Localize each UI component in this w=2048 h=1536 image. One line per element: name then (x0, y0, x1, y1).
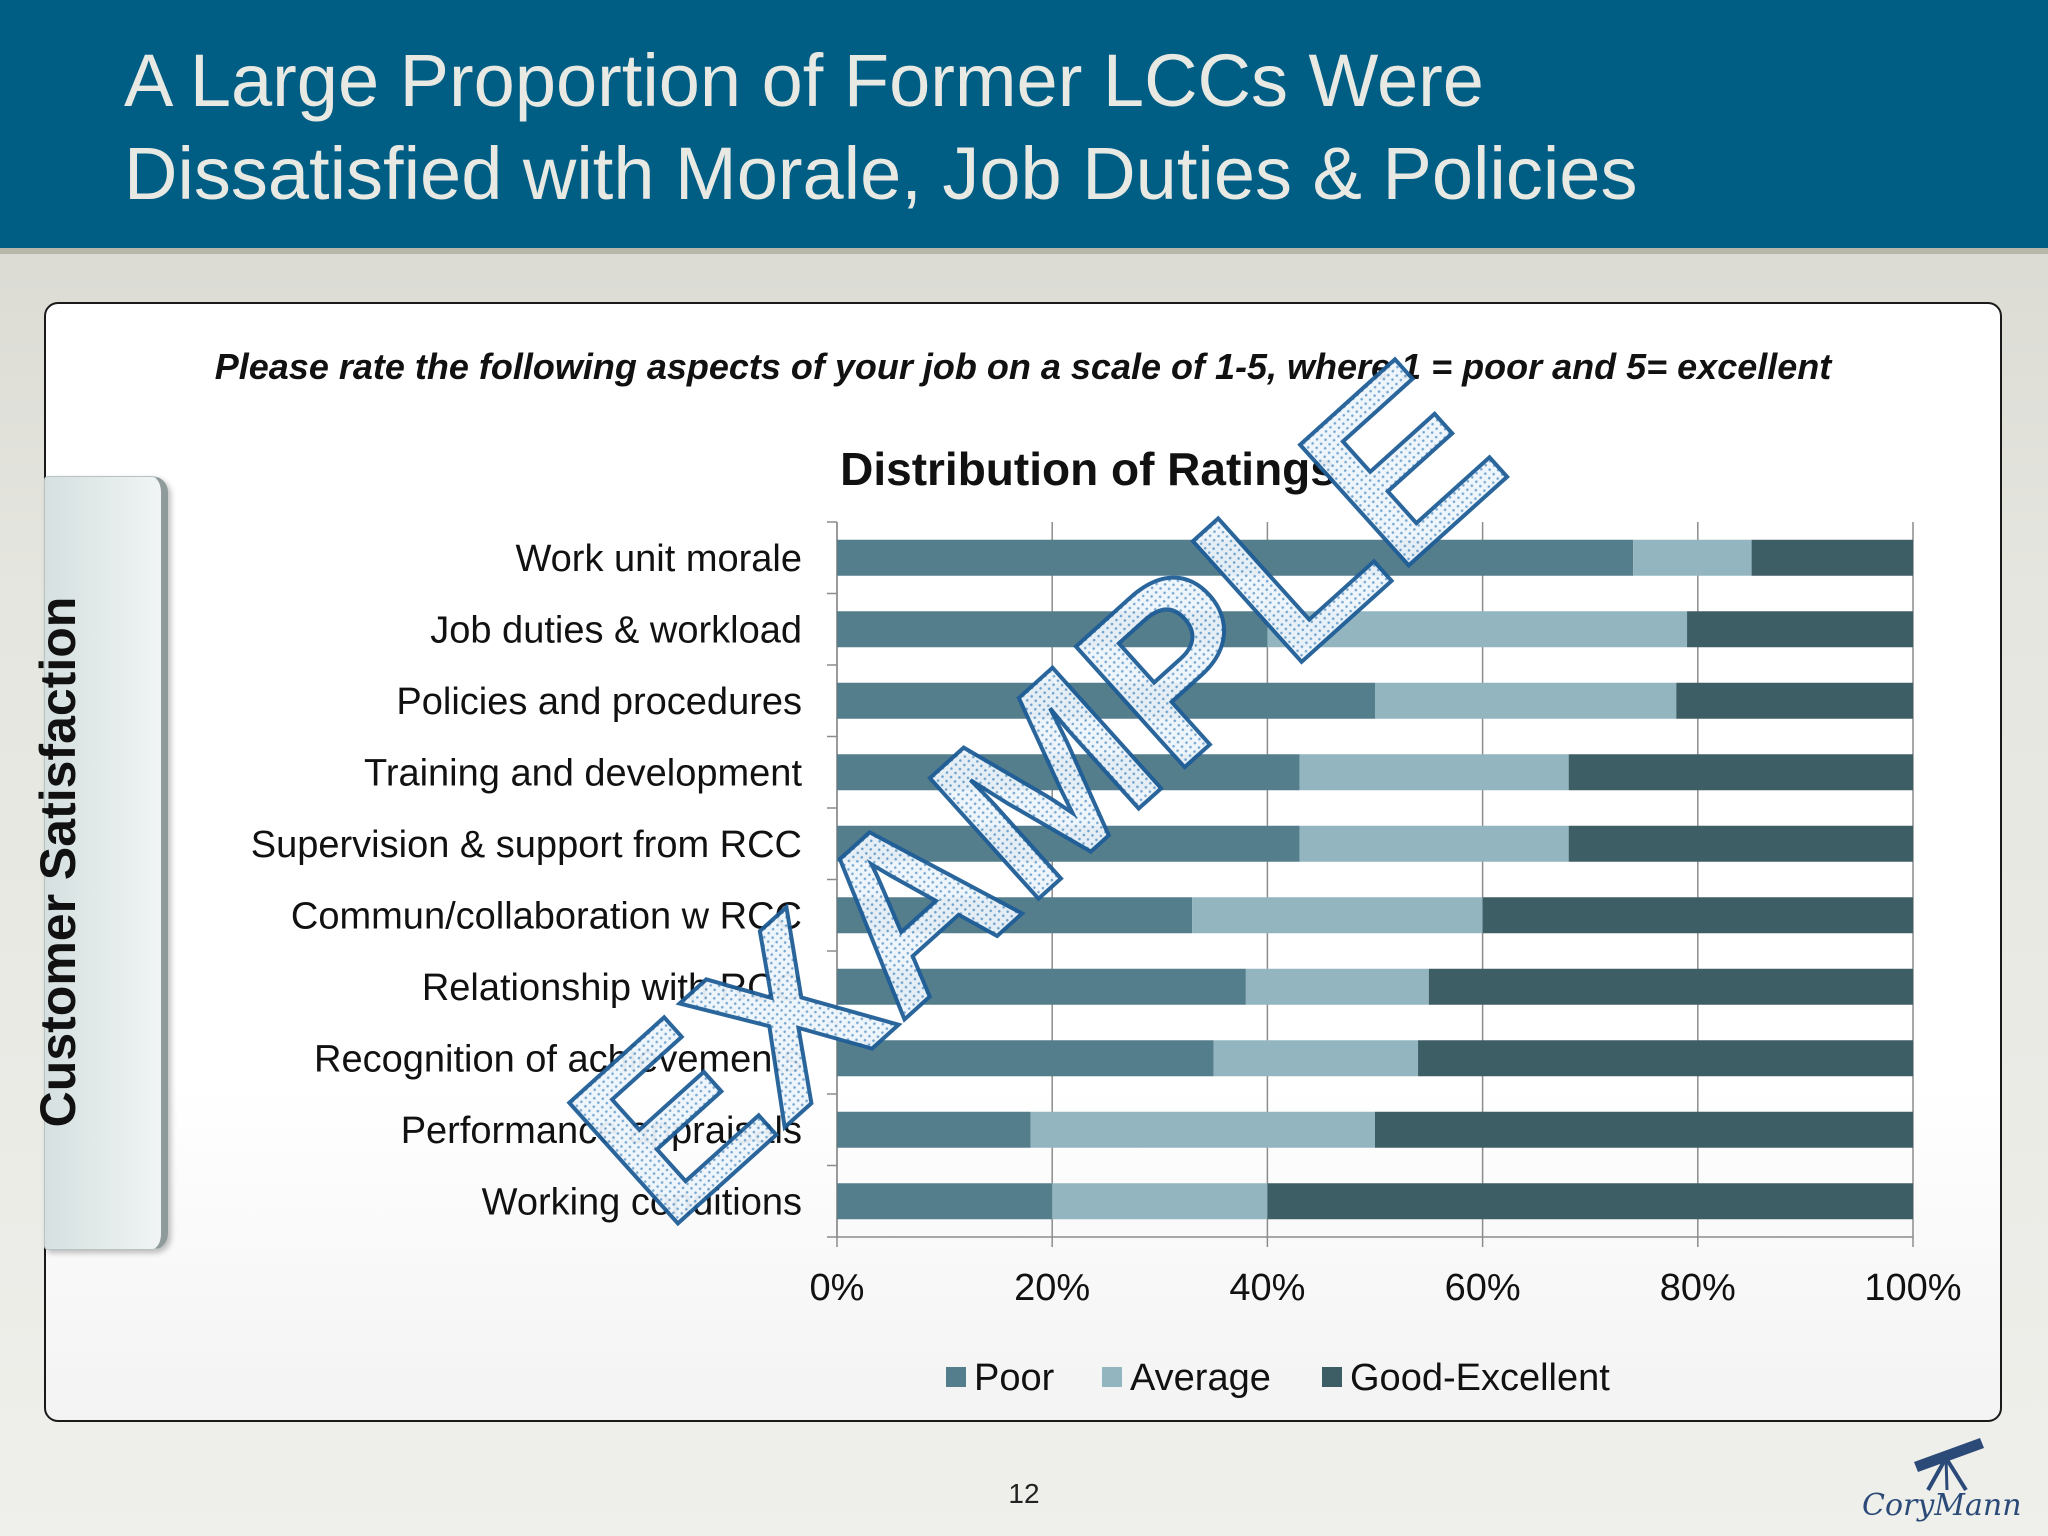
bar-segment (837, 825, 1300, 862)
x-tick-label: 80% (1660, 1267, 1736, 1309)
bar-segment (1375, 1111, 1913, 1148)
page-number: 12 (1008, 1478, 1040, 1509)
category-label: Supervision & support from RCC (251, 824, 802, 866)
survey-question: Please rate the following aspects of you… (214, 346, 1832, 387)
bar-segment (1052, 1183, 1268, 1220)
category-label: Training and development (364, 752, 802, 794)
legend-swatch (1322, 1367, 1342, 1387)
bar-segment (1299, 825, 1569, 862)
x-tick-label: 0% (810, 1267, 865, 1309)
bar-segment (1428, 968, 1913, 1005)
legend-label: Poor (974, 1357, 1055, 1399)
chart-title: Distribution of Ratings (840, 443, 1336, 495)
x-tick-label: 60% (1445, 1267, 1521, 1309)
bar-segment (1633, 539, 1752, 576)
bar-segment (837, 754, 1300, 791)
header-band: A Large Proportion of Former LCCs Were D… (0, 0, 2048, 254)
x-tick-label: 20% (1014, 1267, 1090, 1309)
bar-segment (1267, 1183, 1913, 1220)
side-tab (44, 476, 168, 1250)
telescope-icon (1914, 1438, 1984, 1492)
category-label: Commun/collaboration w RCC (291, 895, 802, 937)
bar-segment (1213, 1040, 1419, 1077)
bar-segment (837, 539, 1634, 576)
bar-segment (837, 1111, 1031, 1148)
bar-segment (837, 897, 1193, 934)
category-label: Job duties & workload (430, 609, 802, 651)
logo-text: CoryMann (1862, 1488, 2022, 1523)
legend-swatch (946, 1367, 966, 1387)
bar-segment (1687, 611, 1913, 648)
bar-segment (837, 682, 1375, 719)
category-label: Recognition of achievements (314, 1038, 802, 1080)
bar-segment (1568, 825, 1913, 862)
bar-segment (837, 611, 1268, 648)
bar-segment (1245, 968, 1429, 1005)
category-label: Relationship with RCC (422, 967, 802, 1009)
category-label: Working conditions (482, 1181, 802, 1223)
legend-label: Average (1130, 1357, 1271, 1399)
corymann-logo: CoryMann (1862, 1432, 2022, 1536)
slide-title: A Large Proportion of Former LCCs Were D… (124, 39, 1638, 215)
x-tick-label: 40% (1229, 1267, 1305, 1309)
bar-segment (1482, 897, 1913, 934)
bar-segment (1299, 754, 1569, 791)
bar-segment (1676, 682, 1913, 719)
bar-segment (1418, 1040, 1913, 1077)
bar-segment (1568, 754, 1913, 791)
bar-segment (837, 1040, 1214, 1077)
bar-segment (1375, 682, 1677, 719)
category-label: Performance appraisals (401, 1110, 802, 1152)
bar-segment (1192, 897, 1483, 934)
content-panel (44, 302, 2002, 1422)
bar-segment (837, 1183, 1053, 1220)
legend-swatch (1102, 1367, 1122, 1387)
bar-segment (1751, 539, 1913, 576)
bar-segment (1267, 611, 1688, 648)
category-label: Policies and procedures (396, 681, 802, 723)
bar-segment (837, 968, 1246, 1005)
category-label: Work unit morale (515, 538, 802, 580)
x-tick-label: 100% (1864, 1267, 1961, 1309)
legend-label: Good-Excellent (1350, 1357, 1610, 1399)
bar-segment (1030, 1111, 1375, 1148)
